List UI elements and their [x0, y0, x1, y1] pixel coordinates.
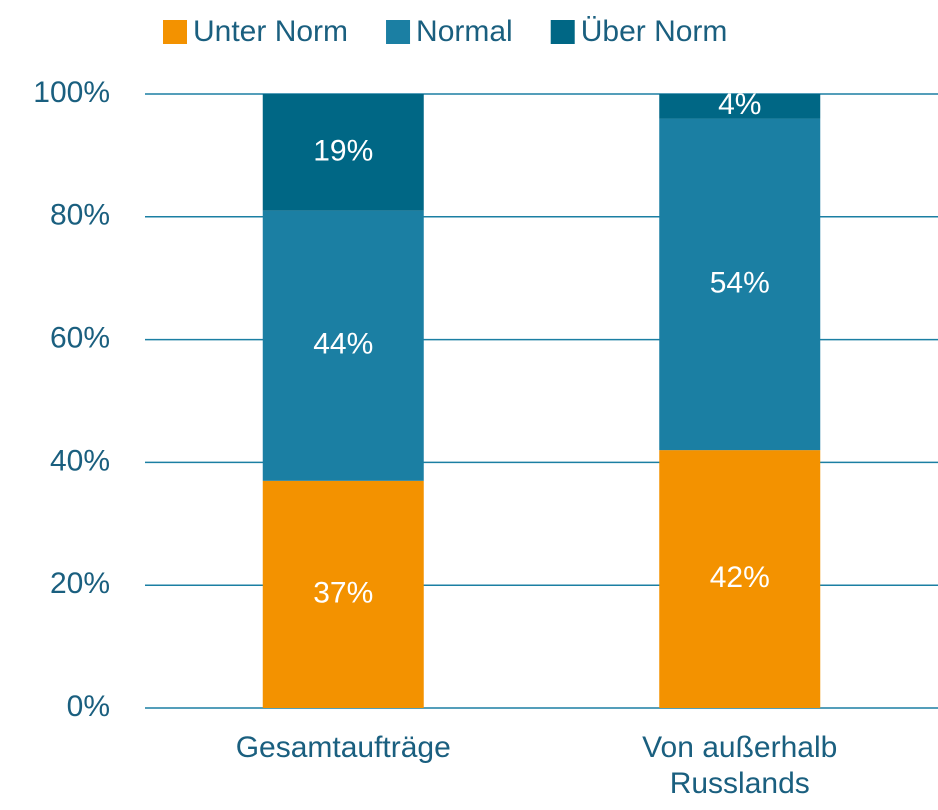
bar-segment	[659, 94, 821, 119]
bar-segment	[262, 94, 424, 211]
x-tick-label: Gesamtaufträge	[235, 731, 451, 764]
bar-segment	[262, 210, 424, 481]
y-tick-label: 80%	[50, 199, 110, 232]
y-tick-label: 60%	[50, 322, 110, 355]
data-label: 4%	[718, 88, 761, 121]
legend-label: Normal	[416, 15, 513, 48]
y-tick-label: 0%	[67, 690, 110, 723]
data-label: 42%	[710, 561, 770, 594]
data-label: 44%	[313, 328, 373, 361]
legend-swatch	[386, 20, 411, 44]
data-label: 54%	[710, 266, 770, 299]
bar-segment	[659, 118, 821, 451]
data-label: 37%	[313, 576, 373, 609]
y-tick-label: 20%	[50, 567, 110, 600]
bar-segment	[262, 480, 424, 708]
y-tick-label: 100%	[33, 76, 110, 109]
legend-swatch	[163, 20, 187, 44]
x-tick-label: Von außerhalb Russlands	[642, 731, 838, 800]
y-tick-label: 40%	[50, 444, 110, 477]
legend-label: Über Norm	[581, 15, 728, 48]
legend-label: Unter Norm	[193, 15, 348, 48]
data-label: 19%	[313, 134, 373, 167]
legend-swatch	[550, 20, 575, 44]
bar-segment	[659, 450, 821, 708]
